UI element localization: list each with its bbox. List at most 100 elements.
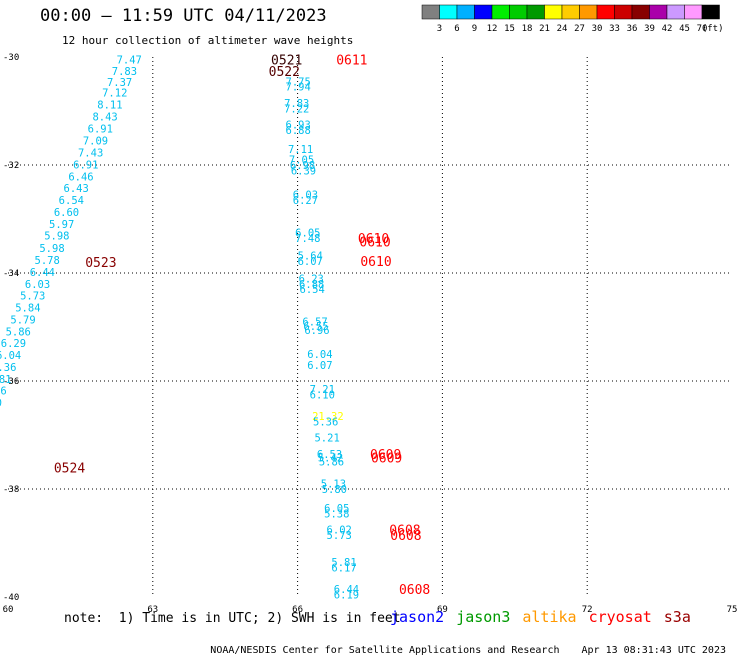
wave-height-label: 5.98 <box>44 231 69 243</box>
color-scale-unit: (ft) <box>702 24 724 34</box>
wave-height-label: 6.96 <box>304 325 329 337</box>
wave-height-label: 4.70 <box>0 398 2 410</box>
pass-time-label: 0610 <box>359 236 390 251</box>
x-tick-label: 72 <box>582 605 593 615</box>
wave-height-label: 5.86 <box>6 326 31 338</box>
x-tick-label: 66 <box>292 605 303 615</box>
y-tick-label: -32 <box>3 161 19 171</box>
wave-height-label: 5.73 <box>20 291 45 303</box>
color-swatch <box>421 4 440 20</box>
chart-title: 00:00 – 11:59 UTC 04/11/2023 <box>40 6 327 26</box>
wave-height-label: 6.91 <box>73 159 98 171</box>
wave-height-label: 7.75 <box>286 76 311 88</box>
wave-height-label: 21.32 <box>312 411 344 423</box>
pass-time-label: 0608 <box>389 524 420 539</box>
color-scale-label: 18 <box>522 24 533 34</box>
color-swatch <box>561 4 580 20</box>
wave-height-label: 6.60 <box>54 207 79 219</box>
color-swatch <box>544 4 563 20</box>
agency-credit: NOAA/NESDIS Center for Satellite Applica… <box>210 645 560 656</box>
wave-height-label: 7.48 <box>295 233 320 245</box>
wave-height-label: 7.83 <box>284 98 309 110</box>
pass-time-label: 0608 <box>390 529 421 544</box>
wave-height-label: 6.07 <box>298 256 323 268</box>
wave-height-label: 6.07 <box>307 360 332 372</box>
pass-time-label: 0609 <box>371 452 402 467</box>
y-tick-label: -34 <box>3 269 19 279</box>
color-swatch <box>579 4 598 20</box>
color-swatch <box>684 4 703 20</box>
wave-height-label: 5.98 <box>39 243 64 255</box>
color-swatch <box>491 4 510 20</box>
pass-time-label: 0610 <box>360 255 391 270</box>
wave-height-label: 5.42 <box>318 453 343 465</box>
color-scale-label: 36 <box>627 24 638 34</box>
color-scale-label: 21 <box>539 24 550 34</box>
x-tick-label: 75 <box>727 605 738 615</box>
wave-height-label: 6.54 <box>300 284 325 296</box>
color-scale-label: 33 <box>609 24 620 34</box>
wave-height-label: 5.64 <box>298 251 323 263</box>
satellite-jason2: jason2 <box>390 608 445 626</box>
color-scale-label: 70 <box>697 24 708 34</box>
wave-height-label: 6.05 <box>324 503 349 515</box>
wave-height-label: 5.81 <box>331 557 356 569</box>
y-tick-label: -36 <box>3 377 19 387</box>
wave-height-label: 5.36 <box>313 417 338 429</box>
wave-height-label: 6.91 <box>88 123 113 135</box>
wave-height-label: 7.26 <box>0 386 7 398</box>
wave-height-label: 6.44 <box>334 584 359 596</box>
color-scale-label: 3 <box>437 24 442 34</box>
wave-height-label: 5.80 <box>322 484 347 496</box>
pass-time-label: 0521 <box>271 54 302 69</box>
pass-time-label: 0609 <box>370 448 401 463</box>
wave-height-label: 7.11 <box>288 144 313 156</box>
wave-height-label: 7.47 <box>117 55 142 67</box>
y-tick-label: -30 <box>3 53 19 63</box>
wave-height-label: 6.98 <box>290 160 315 172</box>
wave-height-label: 6.19 <box>334 589 359 601</box>
pass-time-label: 0611 <box>336 54 367 69</box>
wave-height-label: 7.05 <box>289 155 314 167</box>
pass-time-label: 0523 <box>85 256 116 271</box>
wave-height-label: 5.97 <box>49 219 74 231</box>
wave-height-label: 7.36 <box>0 362 16 374</box>
satellite-cryosat: cryosat <box>588 608 652 626</box>
color-swatch <box>596 4 615 20</box>
wave-height-label: 5.86 <box>319 456 344 468</box>
wave-height-label: 6.04 <box>307 349 332 361</box>
wave-height-label: 7.22 <box>284 103 309 115</box>
wave-height-label: 6.10 <box>310 390 335 402</box>
y-tick-label: -40 <box>3 593 19 603</box>
color-swatch <box>701 4 720 20</box>
wave-height-label: 5.84 <box>15 303 40 315</box>
wave-height-label: 6.57 <box>302 317 327 329</box>
color-scale-label: 42 <box>662 24 673 34</box>
wave-height-label: 6.93 <box>286 120 311 132</box>
x-tick-label: 63 <box>147 605 158 615</box>
wave-height-label: 7.12 <box>102 88 127 100</box>
wave-height-label: 5.38 <box>324 508 349 520</box>
wave-height-label: 6.88 <box>299 279 324 291</box>
wave-height-label: 6.03 <box>25 279 50 291</box>
x-tick-label: 60 <box>3 605 14 615</box>
color-scale-legend: 3 6 9 12 15 18 21 24 27 30 33 36 39 42 45 70(ft) <box>421 4 724 34</box>
y-tick-label: -38 <box>3 485 19 495</box>
wave-height-label: 6.04 <box>0 350 21 362</box>
wave-height-label: 6.29 <box>1 338 26 350</box>
color-scale-label: 9 <box>472 24 477 34</box>
wave-height-label: 7.37 <box>107 77 132 89</box>
wave-height-label: 8.43 <box>92 111 117 123</box>
wave-height-label: 7.83 <box>112 66 137 78</box>
wave-height-label: 6.44 <box>30 267 55 279</box>
generated-timestamp: Apr 13 08:31:43 UTC 2023 <box>581 645 727 656</box>
grid-lines <box>8 57 732 597</box>
wave-height-label: 7.21 <box>310 384 335 396</box>
wave-height-label: 6.23 <box>299 273 324 285</box>
wave-height-label: 5.81 <box>0 374 12 386</box>
wave-height-label: 6.43 <box>64 183 89 195</box>
pass-time-label: 0522 <box>269 65 300 80</box>
wave-height-label: 7.43 <box>78 148 103 160</box>
wave-height-label: 7.94 <box>286 82 311 94</box>
